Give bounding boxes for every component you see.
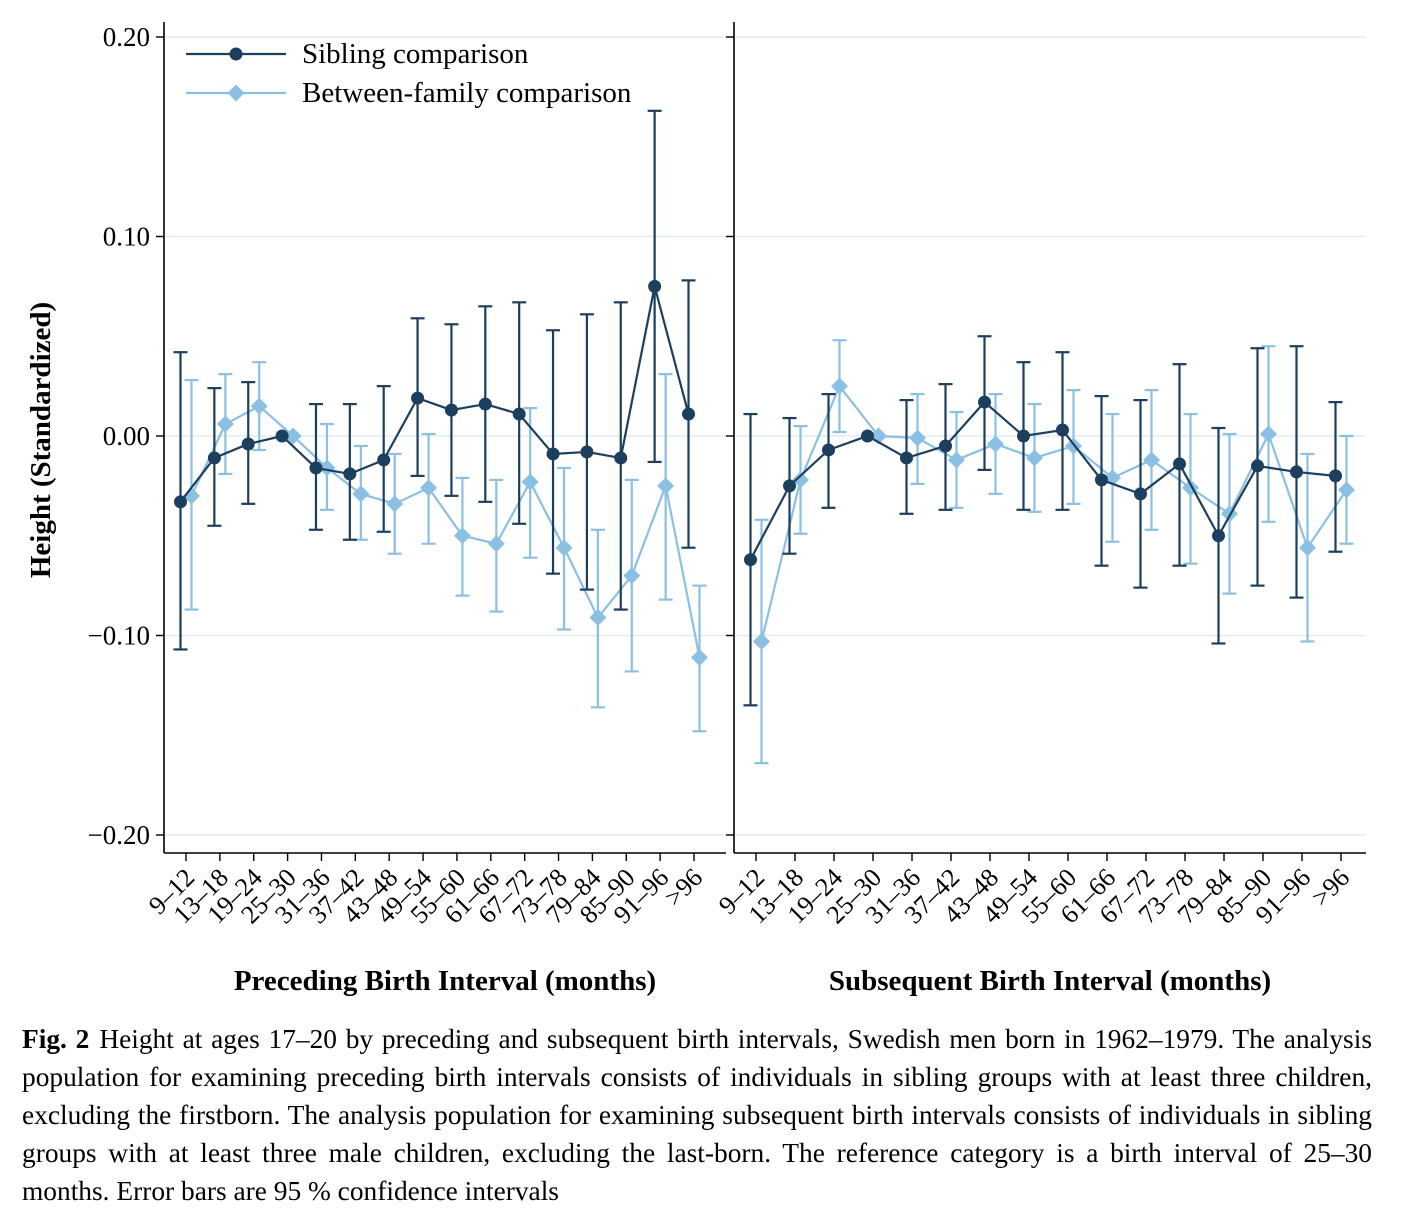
data-point [987, 435, 1004, 453]
data-point [512, 407, 526, 421]
series-line [190, 404, 701, 658]
y-axis-title: Height (Standardized) [25, 302, 57, 578]
series-sibling [173, 109, 696, 651]
data-point [284, 427, 302, 445]
data-point [948, 451, 965, 469]
data-point [909, 429, 926, 447]
data-point [1212, 529, 1225, 543]
data-point [580, 445, 594, 459]
data-point [241, 437, 255, 451]
figure-chart: −0.20 −0.10 0.00 0.10 0.20 9–1213–1819–2425–3… [25, 22, 1366, 997]
data-point [1134, 487, 1147, 501]
x-tick-label: >96 [659, 863, 708, 912]
data-point [978, 395, 991, 409]
data-point [623, 567, 641, 585]
legend-marker [229, 47, 243, 61]
data-point [453, 527, 471, 545]
data-point [822, 443, 835, 457]
data-point [420, 479, 438, 497]
data-point [352, 485, 370, 503]
data-point [1056, 423, 1069, 437]
data-point [1260, 425, 1277, 443]
data-point [648, 279, 662, 293]
legend-label: Sibling comparison [302, 38, 529, 70]
data-point [744, 553, 757, 567]
data-point [682, 407, 695, 421]
data-point [1017, 429, 1030, 443]
data-point [691, 648, 708, 666]
figure-caption: Fig. 2 Height at ages 17–20 by preceding … [22, 1020, 1372, 1210]
data-point [411, 391, 425, 405]
x-axis-title: Preceding Birth Interval (months) [234, 965, 656, 997]
data-point [318, 459, 336, 477]
y-tick-label: −0.10 [88, 621, 150, 651]
data-point [444, 403, 458, 417]
series-line [749, 400, 1336, 561]
data-point [1251, 459, 1264, 473]
data-point [478, 397, 492, 411]
legend-label: Between-family comparison [302, 77, 632, 109]
series-line [179, 286, 690, 503]
data-point [614, 451, 628, 465]
y-tick-label: −0.20 [88, 820, 150, 850]
x-axis-title: Subsequent Birth Interval (months) [829, 965, 1271, 997]
data-point [487, 535, 505, 553]
data-point [831, 377, 848, 395]
data-point [792, 471, 809, 489]
data-point [1299, 539, 1316, 557]
y-tick-label: 0.00 [103, 421, 150, 451]
legend-item: Between-family comparison [186, 77, 632, 109]
data-point [521, 473, 539, 491]
data-point [900, 451, 913, 465]
caption-label: Fig. 2 [22, 1024, 90, 1054]
legend: Sibling comparison Between-family compari… [186, 38, 632, 109]
data-point [1329, 469, 1342, 483]
data-point [343, 467, 357, 481]
legend-item: Sibling comparison [186, 38, 529, 70]
y-tick-label: 0.10 [103, 222, 150, 252]
data-point [546, 447, 560, 461]
data-point [386, 495, 404, 513]
panel-1: −0.20−0.100.000.100.209–1213–1819–2425–3… [25, 22, 726, 997]
data-point [250, 397, 268, 415]
data-point [1338, 481, 1355, 499]
data-point [783, 479, 796, 493]
data-point [939, 439, 952, 453]
data-point [275, 429, 289, 443]
x-tick-label: >96 [1306, 863, 1355, 912]
data-point [207, 451, 221, 465]
data-point [309, 461, 323, 475]
series-sibling [743, 335, 1343, 707]
data-point [1026, 449, 1043, 467]
data-point [555, 539, 573, 557]
data-point [1143, 451, 1160, 469]
data-point [589, 609, 607, 627]
data-point [377, 453, 391, 467]
data-point [174, 495, 187, 509]
legend-marker [227, 84, 245, 102]
data-point [1095, 473, 1108, 487]
data-point [753, 632, 770, 650]
y-tick-label: 0.20 [103, 22, 150, 52]
series-between-family [753, 339, 1355, 765]
data-point [1173, 457, 1186, 471]
data-point [1290, 465, 1303, 479]
data-point [216, 415, 234, 433]
caption-text: Height at ages 17–20 by preceding and su… [22, 1024, 1372, 1206]
data-point [861, 429, 874, 443]
panel-2: 9–1213–1819–2425–3031–3637–4243–4849–545… [713, 22, 1366, 997]
data-point [657, 477, 675, 495]
series-line [760, 383, 1348, 642]
